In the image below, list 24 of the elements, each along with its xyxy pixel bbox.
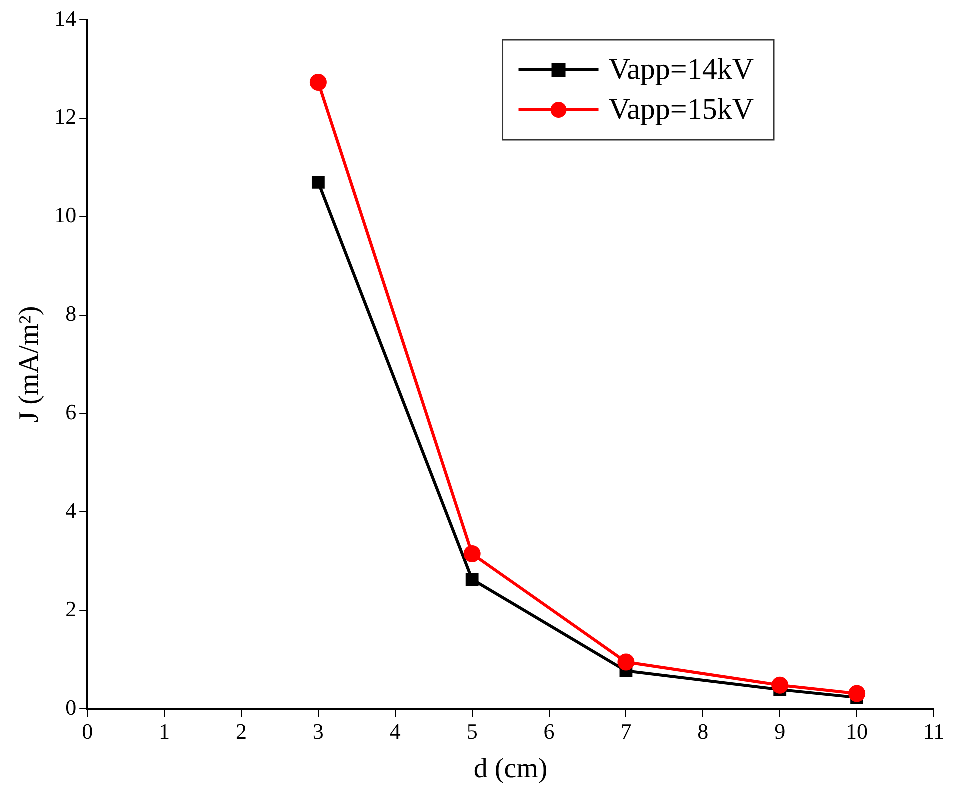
x-tick-label: 1 (159, 718, 170, 744)
x-tick-label: 6 (544, 718, 555, 744)
y-axis-title: J (mA/m²) (14, 306, 46, 423)
y-tick-label: 14 (54, 6, 77, 31)
x-tick-label: 7 (620, 718, 632, 744)
y-tick-label: 4 (66, 498, 77, 523)
legend-label: Vapp=15kV (608, 92, 754, 126)
y-tick-label: 12 (54, 104, 77, 130)
x-tick-label: 9 (774, 718, 786, 744)
y-tick-label: 0 (66, 694, 77, 720)
legend-label: Vapp=14kV (608, 52, 754, 86)
y-tick-label: 6 (66, 399, 77, 424)
x-tick-label: 10 (846, 718, 868, 744)
x-tick-label: 4 (390, 718, 401, 744)
x-tick-label: 3 (312, 718, 324, 744)
x-tick-label: 8 (698, 718, 709, 744)
x-tick-label: 0 (82, 718, 94, 744)
x-tick-label: 11 (923, 718, 945, 744)
x-axis-title: d (cm) (474, 754, 548, 785)
x-tick-label: 5 (466, 718, 478, 744)
x-tick-label: 2 (236, 718, 247, 744)
y-tick-label: 8 (66, 301, 77, 326)
y-tick-label: 10 (54, 202, 77, 228)
y-tick-label: 2 (66, 596, 77, 622)
